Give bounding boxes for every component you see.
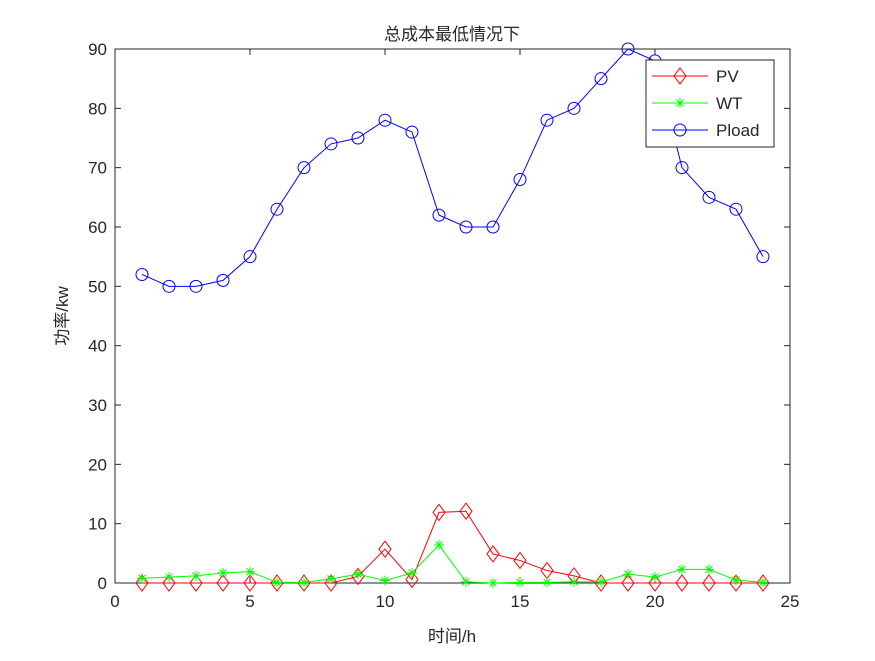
y-axis-label: 功率/kw [53,286,72,346]
data-point-pv [297,574,311,592]
data-point-pv [486,545,500,563]
data-point-wt [731,575,741,586]
legend: PV WT Pload [645,59,775,148]
data-point-pload [162,279,176,293]
data-point-pload [459,220,473,234]
data-point-wt [623,569,633,580]
data-point-pload [594,72,608,86]
data-point-wt [677,564,687,575]
series-wt [137,540,768,588]
data-point-pload [216,273,230,287]
legend-marker [673,67,687,85]
y-tick-label: 60 [88,218,107,237]
data-point-pv [702,574,716,592]
y-tick-label: 20 [88,455,107,474]
data-point-pload [135,267,149,281]
data-point-pv [675,574,689,592]
data-point-wt [407,567,417,578]
data-point-pload [243,250,257,264]
data-point-wt [434,540,444,551]
data-point-pv [378,540,392,559]
data-point-pload [540,113,554,127]
y-tick-label: 70 [88,159,107,178]
x-tick-label: 5 [245,592,254,611]
data-point-wt [245,566,255,577]
data-point-wt [542,577,552,588]
data-point-pload [513,173,527,187]
data-point-wt [704,564,714,575]
data-point-pv [648,574,662,592]
data-point-wt [461,576,471,587]
y-tick-label: 0 [98,574,107,593]
data-point-wt [137,573,147,584]
data-point-pload [270,202,284,216]
data-point-pload [351,131,365,145]
legend-label: WT [716,94,742,113]
legend-marker [673,123,687,137]
x-tick-label: 15 [511,592,530,611]
legend-label: PV [716,67,739,86]
data-point-wt [326,573,336,584]
data-point-wt [515,577,525,588]
data-point-wt [596,576,606,587]
chart-title: 总成本最低情况下 [384,25,520,44]
data-point-wt [380,575,390,586]
data-point-pv [405,570,419,589]
x-tick-label: 20 [646,592,665,611]
data-point-pload [189,279,203,293]
data-point-pload [297,161,311,175]
x-tick-label: 0 [110,592,119,611]
data-point-pload [567,101,581,115]
data-point-wt [272,577,282,588]
y-tick-label: 40 [88,337,107,356]
data-point-pload [702,190,716,204]
data-point-wt [164,572,174,583]
y-tick-label: 10 [88,515,107,534]
data-point-pload [405,125,419,139]
x-axis-label: 时间/h [428,627,476,646]
data-point-pv [513,551,527,570]
data-point-pload [729,202,743,216]
y-tick-label: 80 [88,99,107,118]
data-point-pv [756,574,770,592]
x-tick-label: 25 [781,592,800,611]
data-point-pv [621,574,635,592]
data-point-pload [378,113,392,127]
y-tick-label: 90 [88,40,107,59]
data-point-wt [650,572,660,583]
data-point-pload [324,137,338,151]
data-point-wt [353,569,363,580]
legend-label: Pload [716,121,759,140]
data-point-wt [299,577,309,588]
data-point-pv [324,574,338,592]
data-point-pload [675,161,689,175]
data-point-wt [218,567,228,578]
data-point-pload [621,42,635,56]
data-point-pv [216,574,230,592]
data-point-pload [756,250,770,264]
legend-marker [675,98,685,108]
series-line-pv [142,510,763,584]
data-point-pv [162,574,176,592]
data-point-wt [569,576,579,587]
y-tick-label: 50 [88,277,107,296]
data-point-wt [758,577,768,588]
data-point-pv [243,574,257,592]
data-point-pv [432,503,446,522]
data-point-wt [488,578,498,588]
data-point-pload [432,208,446,222]
data-point-pv [135,574,149,592]
y-tick-label: 30 [88,396,107,415]
data-point-pv [459,502,473,521]
data-point-wt [191,570,201,581]
data-point-pv [189,574,203,592]
data-point-pload [486,220,500,234]
x-tick-label: 10 [376,592,395,611]
